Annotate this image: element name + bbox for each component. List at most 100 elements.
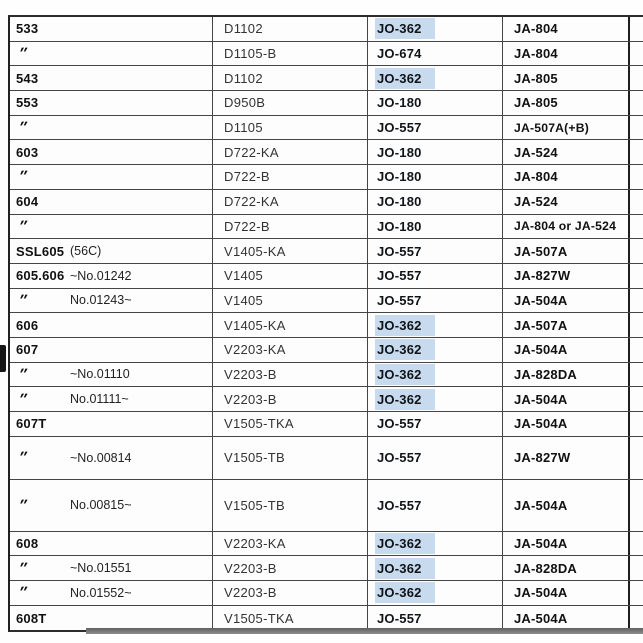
ja-code: JA-804 — [514, 46, 558, 62]
ja-code-cell: JA-827W — [503, 263, 630, 288]
ja-code-cell: JA-504A — [503, 337, 630, 362]
serial-range-note: No.00815~ — [70, 498, 132, 513]
engine-model-cell: V1405 — [213, 263, 368, 288]
model-cell: 608 — [10, 531, 213, 556]
cut-off-column-sliver — [630, 116, 643, 140]
engine-model: V1405 — [224, 292, 264, 308]
model-cell: ″ No.00815~ — [10, 479, 213, 531]
serial-range-note: ~No.01551 — [70, 561, 132, 576]
model-number: 604 — [16, 194, 39, 210]
serial-range-note: No.01552~ — [70, 585, 132, 600]
cut-off-column-sliver — [630, 363, 643, 387]
engine-model: D1105-B — [224, 46, 277, 62]
cut-off-column-sliver — [630, 532, 643, 556]
ja-code-cell: JA-507A(+B) — [503, 115, 630, 140]
serial-range-note: ~No.01242 — [70, 268, 132, 283]
serial-range-note: No.01243~ — [70, 293, 132, 308]
jo-code-cell: JO-362 — [368, 337, 503, 362]
jo-code-cell: JO-362 — [368, 313, 503, 337]
table-row: ″ ~No.00814 V1505-TB JO-557 JA-827W — [10, 436, 643, 480]
jo-code: JO-362 — [375, 363, 435, 385]
table-row: ″ No.01552~ V2203-B JO-362 JA-504A — [10, 581, 643, 606]
ja-code: JA-827W — [514, 268, 571, 284]
cut-off-column-sliver — [630, 338, 643, 362]
model-cell: 533 — [10, 17, 213, 41]
cut-off-column-sliver — [630, 289, 643, 313]
jo-code-cell: JO-557 — [368, 263, 503, 288]
jo-code: JO-180 — [377, 194, 422, 210]
engine-model: D722-B — [224, 218, 270, 234]
jo-code: JO-362 — [375, 67, 435, 89]
jo-code: JO-180 — [377, 144, 422, 160]
jo-code-cell: JO-674 — [368, 41, 503, 66]
cut-off-column-sliver — [630, 412, 643, 436]
model-cell: ″ — [10, 115, 213, 140]
ja-code: JA-827W — [514, 450, 571, 466]
engine-model-cell: V1505-TB — [213, 479, 368, 531]
engine-model: D1105 — [224, 120, 263, 136]
engine-model-cell: V2203-KA — [213, 337, 368, 362]
engine-model: V1505-TB — [224, 497, 285, 513]
ja-code-cell: JA-504A — [503, 479, 630, 531]
model-number: 603 — [16, 144, 39, 160]
jo-code-cell: JO-362 — [368, 17, 503, 41]
table-row: 607 V2203-KA JO-362 JA-504A — [10, 337, 643, 363]
model-cell: 607T — [10, 412, 213, 436]
table-row: ″ ~No.01551 V2203-B JO-362 JA-828DA — [10, 556, 643, 582]
model-number: ″ — [16, 584, 29, 602]
model-number: 607 — [16, 342, 39, 358]
cut-off-column-sliver — [630, 42, 643, 66]
engine-model-cell: V2203-B — [213, 362, 368, 387]
engine-model-cell: D950B — [213, 91, 368, 115]
ja-code: JA-507A — [514, 243, 568, 259]
engine-model: V2203-KA — [224, 536, 286, 552]
engine-model-cell: D1102 — [213, 66, 368, 91]
ja-code-cell: JA-827W — [503, 436, 630, 479]
jo-code: JO-180 — [377, 169, 422, 185]
jo-code: JO-674 — [377, 46, 422, 62]
jo-code-cell: JO-180 — [368, 140, 503, 165]
model-cell: ″ No.01552~ — [10, 581, 213, 605]
jo-code-cell: JO-180 — [368, 189, 503, 214]
ja-code: JA-828DA — [514, 366, 578, 382]
cut-off-column-sliver — [630, 556, 643, 580]
jo-code-cell: JO-557 — [368, 239, 503, 263]
cut-off-column-sliver — [630, 264, 643, 288]
ja-code-cell: JA-504A — [503, 531, 630, 556]
model-cell: 607 — [10, 337, 213, 362]
ja-code-cell: JA-524 — [503, 189, 630, 214]
ja-code: JA-828DA — [514, 560, 578, 576]
engine-model: V1405-KA — [224, 317, 286, 333]
jo-code: JO-557 — [377, 268, 422, 284]
ja-code: JA-504A — [514, 536, 568, 552]
model-number: 607T — [16, 416, 47, 432]
engine-model-cell: V2203-KA — [213, 531, 368, 556]
table-row: SSL605 (56C) V1405-KA JO-557 JA-507A — [10, 239, 643, 264]
jo-code-cell: JO-557 — [368, 115, 503, 140]
engine-model-cell: V1405-KA — [213, 313, 368, 337]
jo-code-cell: JO-557 — [368, 436, 503, 479]
table-row: ″ No.00815~ V1505-TB JO-557 JA-504A — [10, 479, 643, 532]
serial-range-note: (56C) — [70, 244, 102, 259]
model-cell: 608T — [10, 605, 213, 631]
model-number: 543 — [16, 70, 39, 86]
model-number: ″ — [16, 365, 29, 383]
model-number: ″ — [16, 449, 29, 467]
ja-code: JA-805 — [514, 95, 558, 111]
table-row: 605.606 ~No.01242 V1405 JO-557 JA-827W — [10, 263, 643, 289]
ja-code-cell: JA-504A — [503, 605, 630, 631]
table-row: 607T V1505-TKA JO-557 JA-504A — [10, 412, 643, 437]
jo-code-cell: JO-362 — [368, 387, 503, 411]
model-cell: 543 — [10, 66, 213, 91]
ja-code: JA-504A — [514, 610, 568, 626]
table-row: 543 D1102 JO-362 JA-805 — [10, 66, 643, 92]
engine-model-cell: D1105 — [213, 115, 368, 140]
model-number: 606 — [16, 317, 39, 333]
engine-model: D950B — [224, 95, 266, 111]
ja-code-cell: JA-805 — [503, 91, 630, 115]
jo-code: JO-557 — [377, 497, 422, 513]
model-number: 533 — [16, 21, 39, 37]
table-row: ″ No.01111~ V2203-B JO-362 JA-504A — [10, 387, 643, 412]
serial-range-note: ~No.00814 — [70, 450, 132, 465]
jo-code-cell: JO-557 — [368, 605, 503, 631]
